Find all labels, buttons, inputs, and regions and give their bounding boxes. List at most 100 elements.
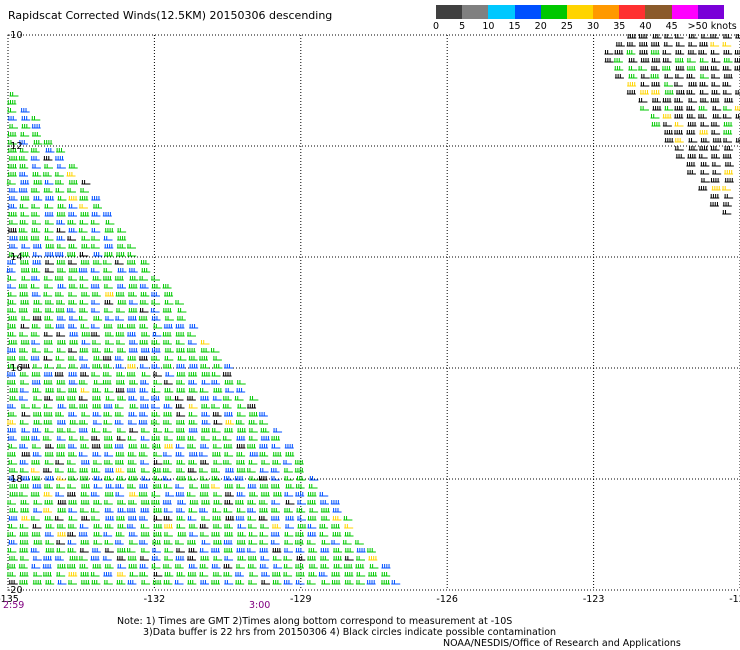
wind-barb	[309, 507, 319, 513]
wind-barb	[44, 451, 54, 457]
wind-barb	[344, 523, 354, 529]
colorbar-label: 30	[587, 21, 600, 32]
wind-barb	[33, 507, 43, 513]
wind-barb	[710, 194, 720, 199]
wind-barb	[187, 579, 197, 585]
wind-barb	[92, 411, 102, 417]
wind-barb	[319, 499, 329, 505]
wind-barb	[199, 459, 209, 465]
wind-barb	[201, 427, 211, 433]
wind-barb	[54, 171, 64, 177]
wind-barb	[734, 50, 740, 55]
wind-barb	[44, 203, 54, 209]
wind-barb	[66, 307, 76, 313]
wind-barb	[80, 363, 90, 369]
wind-barb	[44, 499, 54, 505]
wind-barb	[198, 467, 208, 473]
wind-barb	[80, 579, 90, 585]
wind-barb	[33, 539, 43, 545]
wind-barb	[67, 235, 77, 241]
wind-barb	[686, 58, 696, 63]
wind-barb	[104, 491, 114, 497]
wind-barb	[43, 139, 53, 145]
wind-barb	[43, 163, 53, 169]
wind-barb	[7, 499, 17, 505]
wind-barb	[19, 523, 29, 529]
wind-barb	[188, 483, 198, 489]
wind-barb	[31, 347, 41, 353]
wind-barb	[90, 243, 100, 249]
wind-barb	[105, 483, 115, 489]
wind-barb	[56, 347, 66, 353]
wind-barb	[54, 515, 64, 521]
wind-barb	[224, 411, 234, 417]
wind-barb	[139, 563, 149, 569]
wind-barb	[20, 267, 30, 273]
wind-barb	[140, 427, 150, 433]
wind-barb	[19, 547, 29, 553]
wind-barb	[115, 307, 125, 313]
wind-barb	[117, 523, 127, 529]
wind-barb	[54, 371, 64, 377]
wind-barb	[663, 82, 673, 87]
wind-barb	[223, 539, 233, 545]
wind-barb	[163, 483, 173, 489]
wind-barb	[356, 547, 366, 553]
wind-barb	[31, 403, 41, 409]
wind-barb	[6, 379, 16, 385]
wind-barb	[68, 379, 78, 385]
wind-barb	[116, 371, 126, 377]
wind-barb	[176, 459, 186, 465]
colorbar-label: >50 knots	[687, 21, 737, 32]
wind-barb	[236, 451, 246, 457]
wind-barb	[56, 475, 66, 481]
wind-barb	[284, 539, 294, 545]
wind-barb	[235, 563, 245, 569]
wind-barb	[66, 563, 76, 569]
wind-barb	[6, 403, 16, 409]
wind-barb	[296, 555, 306, 561]
wind-barb	[223, 523, 233, 529]
wind-barb	[117, 507, 127, 513]
wind-barb	[139, 283, 149, 289]
wind-barb	[20, 435, 30, 441]
wind-barb	[31, 219, 41, 225]
wind-barb	[162, 475, 172, 481]
wind-barb	[258, 515, 268, 521]
wind-barb	[115, 467, 125, 473]
wind-barb	[722, 82, 732, 87]
wind-barb	[699, 90, 709, 95]
wind-barb	[355, 579, 365, 585]
wind-barb	[295, 547, 305, 553]
note-line-2: 3)Data buffer is 22 hrs from 20150306 4)…	[143, 627, 557, 638]
wind-barb	[639, 106, 649, 111]
wind-barb	[8, 467, 18, 473]
wind-barb	[127, 579, 137, 585]
wind-barb	[42, 171, 52, 177]
wind-barb	[138, 411, 148, 417]
wind-barb	[723, 74, 733, 79]
wind-barb	[163, 579, 173, 585]
wind-barb	[198, 507, 208, 513]
wind-barb	[150, 307, 160, 313]
wind-barb	[126, 243, 136, 249]
wind-barb	[212, 571, 222, 577]
wind-barb	[151, 491, 161, 497]
wind-barb	[212, 507, 222, 513]
wind-barb	[176, 523, 186, 529]
wind-barb	[92, 275, 102, 281]
wind-barb	[640, 82, 650, 87]
wind-barb	[67, 219, 77, 225]
wind-barb	[45, 195, 55, 201]
wind-barb	[271, 523, 281, 529]
wind-barb	[234, 571, 244, 577]
wind-barb	[128, 539, 138, 545]
wind-barb	[675, 42, 685, 47]
wind-barb	[115, 291, 125, 297]
wind-barb	[344, 579, 354, 585]
wind-barb	[712, 114, 722, 119]
wind-barb	[43, 419, 53, 425]
wind-barb	[248, 531, 258, 537]
wind-barb	[176, 571, 186, 577]
wind-barb	[114, 411, 124, 417]
